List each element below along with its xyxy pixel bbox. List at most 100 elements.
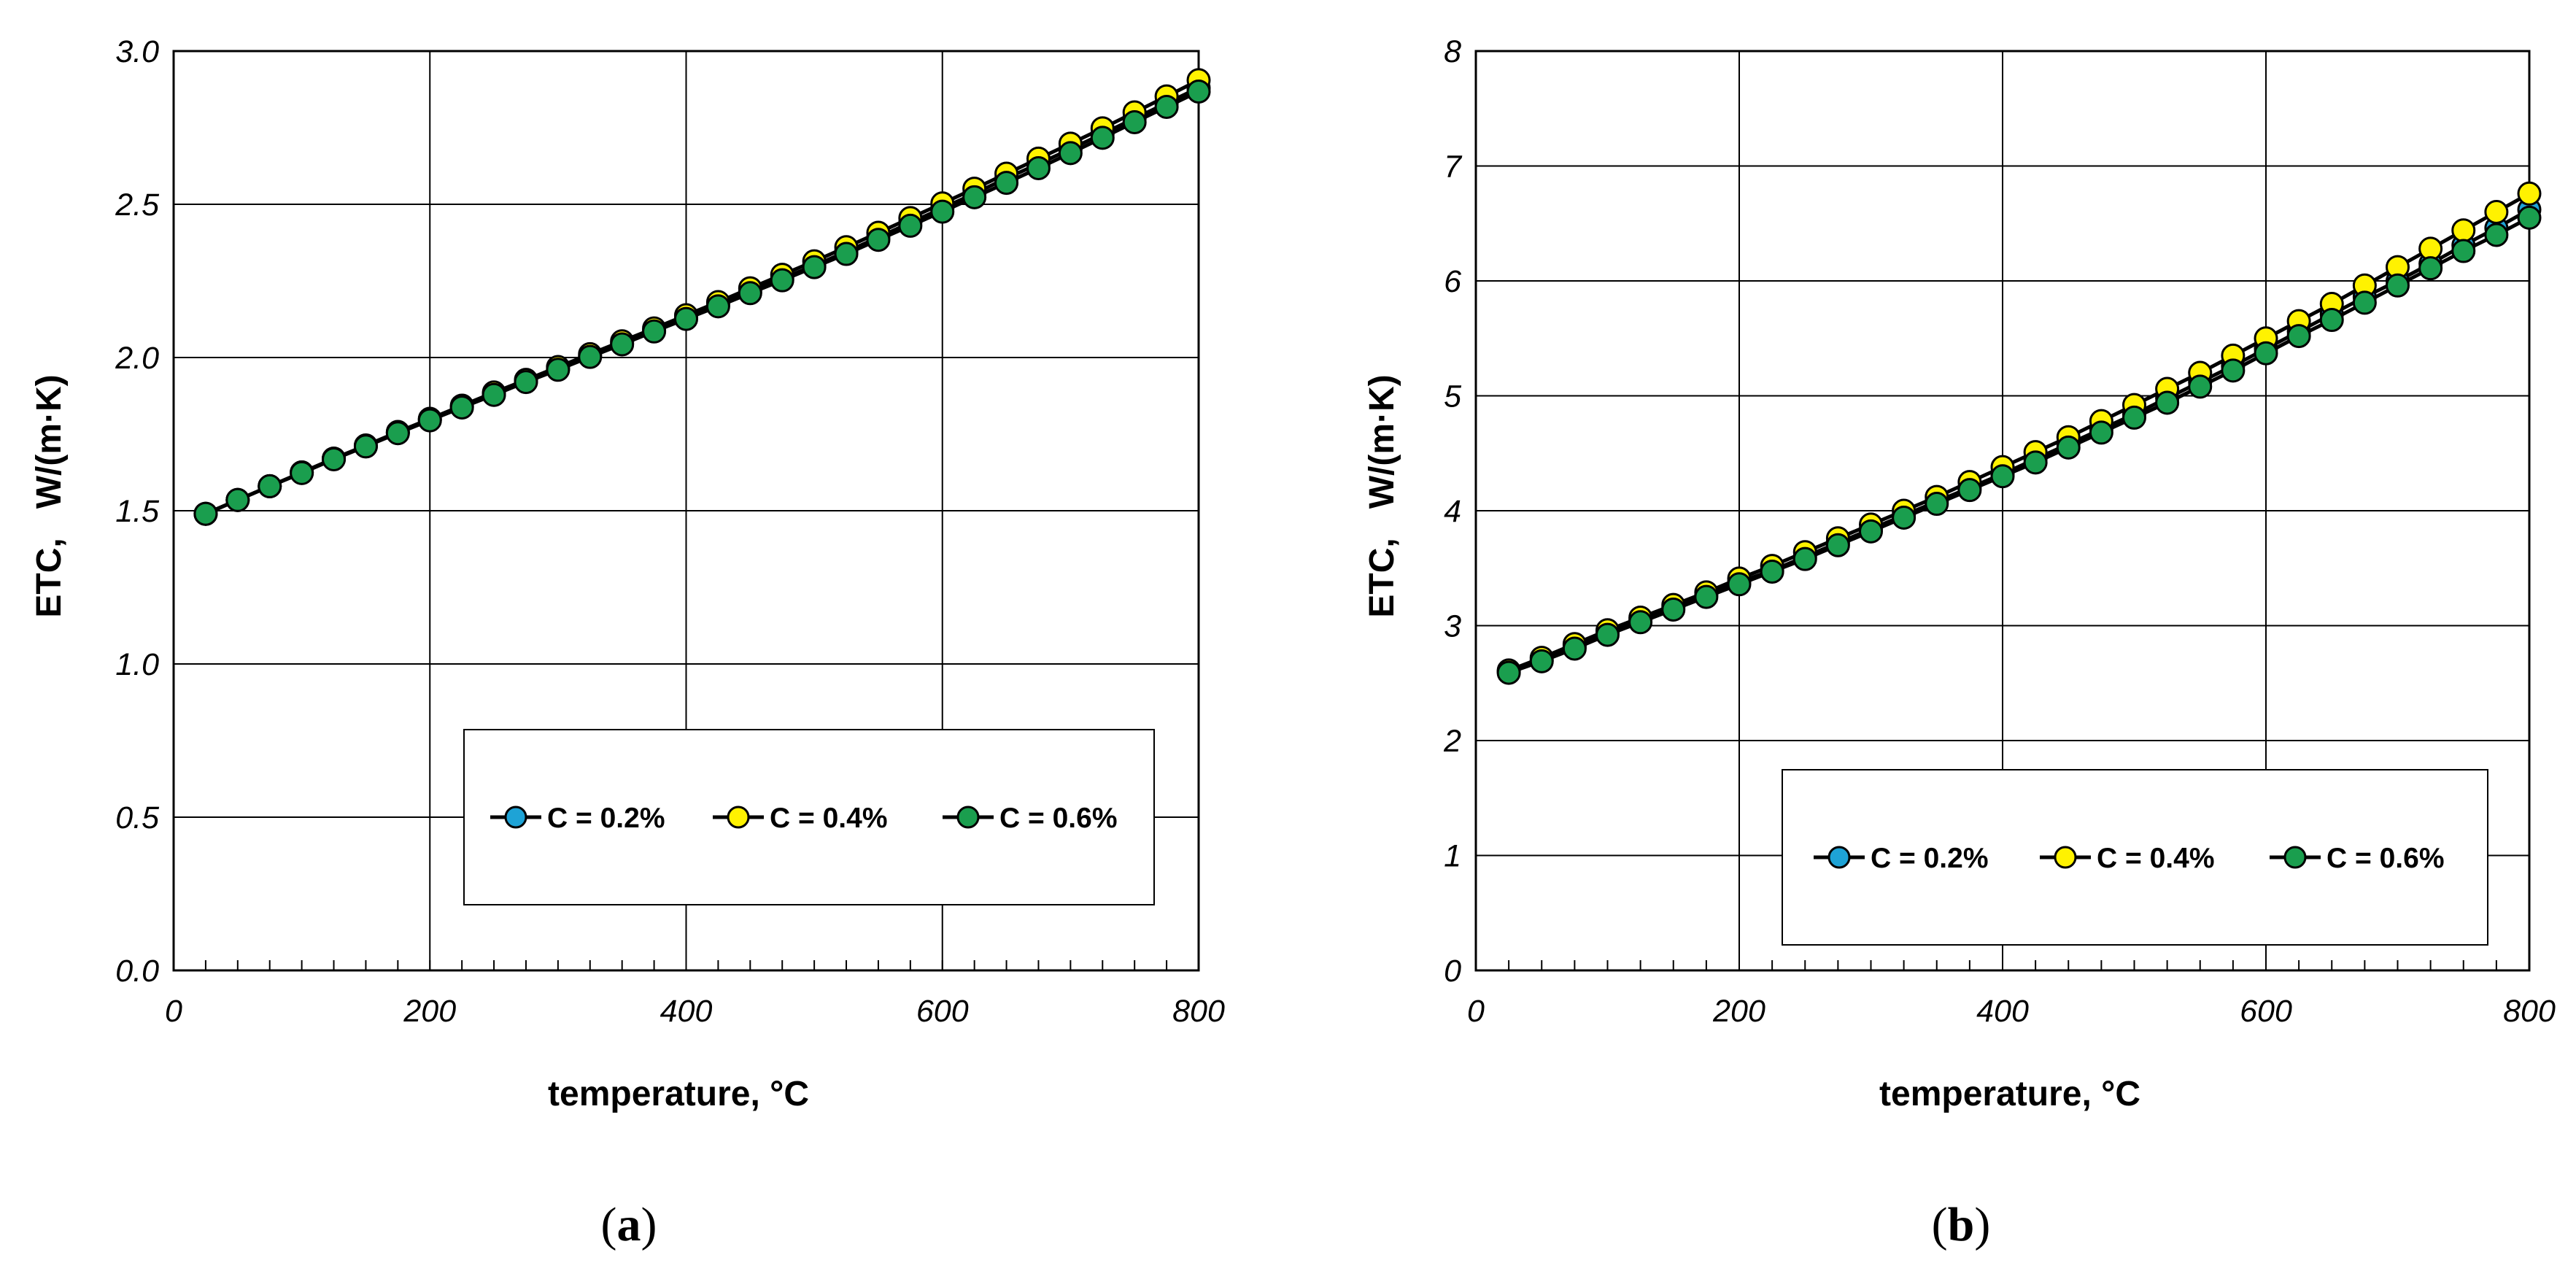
y-tick-label: 0.0: [115, 954, 159, 989]
x-tick-label: 200: [403, 994, 456, 1029]
x-tick-label: 400: [1976, 994, 2029, 1029]
y-tick-label: 5: [1444, 379, 1462, 414]
data-point: [1529, 649, 1554, 673]
plot-area-a: [172, 50, 1200, 972]
data-point: [2089, 420, 2113, 445]
data-point: [385, 421, 410, 446]
data-point: [2188, 374, 2213, 399]
legend-marker: [956, 806, 980, 829]
y-tick-label: 0.5: [115, 800, 160, 835]
legend-label: C = 0.2%: [547, 803, 665, 834]
data-point: [546, 358, 570, 382]
data-point: [1792, 546, 1817, 571]
legend-marker: [727, 806, 750, 829]
data-point: [2386, 273, 2410, 298]
legend-a: C = 0.2% C = 0.4% C = 0.6%: [463, 729, 1155, 905]
data-point: [2155, 390, 2180, 415]
data-point: [1562, 636, 1587, 661]
plot-area-b: [1474, 50, 2531, 972]
y-tick-label: 2.5: [115, 188, 160, 223]
data-point: [994, 171, 1019, 196]
x-tick-label: 800: [1172, 994, 1225, 1029]
legend-label: C = 0.2%: [1871, 843, 1989, 874]
data-point: [1825, 533, 1850, 557]
data-point: [449, 395, 474, 420]
data-point: [193, 501, 218, 526]
y-tick-label: 3.0: [115, 34, 159, 69]
data-point: [1859, 519, 1883, 544]
data-point: [898, 213, 923, 238]
data-point: [1892, 505, 1916, 530]
legend-items-b: C = 0.2% C = 0.4% C = 0.6%: [1814, 843, 2445, 874]
legend-items-a: C = 0.2% C = 0.4% C = 0.6%: [490, 803, 1118, 834]
x-tick-label: 800: [2503, 994, 2556, 1029]
data-point: [2484, 200, 2509, 224]
data-point: [258, 474, 282, 498]
series-line: [1508, 192, 2531, 673]
data-point: [2023, 450, 2048, 475]
data-point: [481, 382, 506, 407]
legend-marker: [2283, 846, 2307, 869]
legend-label: C = 0.6%: [2326, 843, 2445, 874]
data-point: [1596, 622, 1620, 647]
legend-box-b: [1782, 769, 2488, 946]
data-point: [770, 268, 794, 293]
data-point: [417, 408, 442, 433]
data-point: [2484, 223, 2509, 247]
data-point: [802, 255, 827, 279]
legend-b: C = 0.2% C = 0.4% C = 0.6%: [1782, 769, 2488, 946]
y-tick-label: 0: [1444, 954, 1461, 989]
data-point: [1694, 584, 1719, 609]
data-point: [738, 281, 762, 306]
y-tick-label: 3: [1444, 609, 1461, 644]
x-tick-label: 0: [1467, 994, 1485, 1029]
data-point: [322, 447, 347, 471]
y-tick-label: 1.5: [115, 494, 160, 529]
data-point: [866, 228, 891, 252]
data-point: [705, 294, 730, 319]
data-point: [834, 242, 859, 266]
data-point: [642, 319, 667, 344]
data-point: [2517, 181, 2542, 206]
data-point: [2517, 205, 2542, 230]
panel-label-b-text: b: [1948, 1198, 1975, 1251]
legend-marker: [1827, 846, 1851, 869]
data-point: [1760, 559, 1784, 584]
data-point: [1058, 141, 1083, 166]
y-axis-title-b: ETC, W/(m·K): [1363, 374, 1401, 617]
y-tick-label: 7: [1444, 150, 1463, 185]
data-point: [962, 185, 987, 209]
data-point: [578, 344, 603, 369]
data-point: [610, 332, 635, 357]
y-tick-label: 6: [1444, 264, 1461, 299]
x-tick-label: 0: [165, 994, 182, 1029]
data-point: [290, 460, 314, 485]
data-point: [930, 199, 955, 224]
data-point: [1925, 492, 1949, 517]
y-tick-label: 8: [1444, 34, 1461, 69]
data-point: [2418, 256, 2443, 281]
data-point: [514, 370, 538, 395]
data-point: [1661, 597, 1686, 622]
data-point: [353, 434, 378, 459]
panel-label-a-text: a: [617, 1198, 641, 1251]
chart-panel-b: 0 200 400 600 800 0 1 2 3 4 5 6 7 8 C = 0.2% C = 0.4%…: [1363, 34, 2556, 1251]
y-axis-title-a: ETC, W/(m·K): [30, 374, 69, 617]
data-point: [225, 487, 250, 512]
series-layer-a: [193, 68, 1211, 526]
data-point: [1122, 109, 1147, 134]
x-tick-label: 600: [916, 994, 969, 1029]
data-point: [1154, 94, 1179, 119]
legend-label: C = 0.6%: [999, 803, 1118, 834]
data-point: [2122, 405, 2146, 430]
legend-label: C = 0.4%: [2097, 843, 2215, 874]
data-point: [2451, 239, 2476, 263]
y-tick-label: 1: [1444, 839, 1461, 874]
data-point: [2319, 308, 2344, 333]
chart-panel-a: 0 200 400 600 800 0.0 0.5 1.0 1.5 2.0 2.5 3.0 C = …: [30, 34, 1225, 1251]
y-tick-label: 2.0: [115, 341, 159, 376]
data-point: [1628, 610, 1653, 635]
data-point: [1727, 572, 1752, 597]
x-tick-labels-a: 0 200 400 600 800: [165, 994, 1225, 1029]
